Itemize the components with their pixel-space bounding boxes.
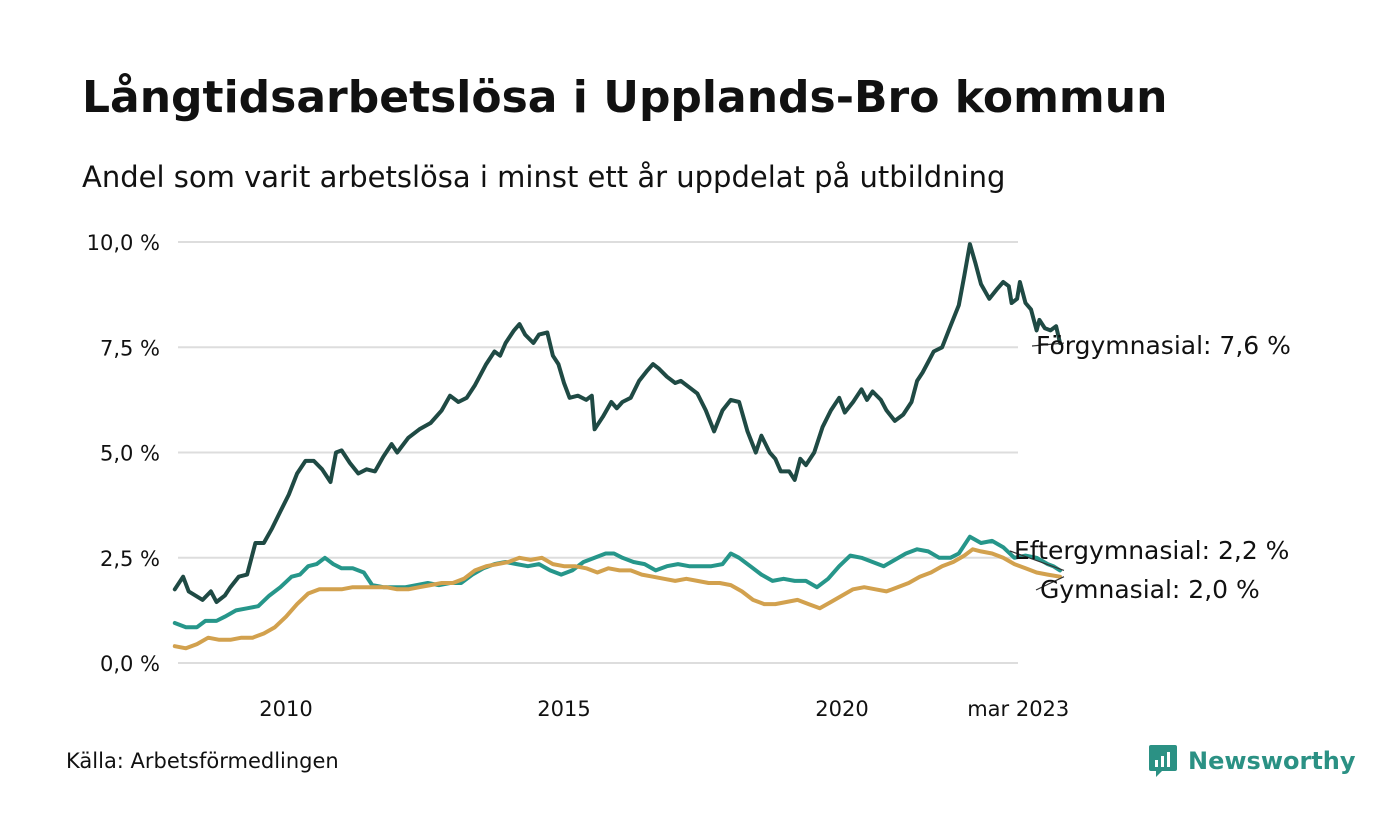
series-line-förgymnasial xyxy=(172,242,1062,604)
x-axis: 2010 2015 2020 mar 2023 xyxy=(259,697,1069,721)
source-note: Källa: Arbetsförmedlingen xyxy=(66,749,339,773)
brand-name: Newsworthy xyxy=(1188,747,1356,775)
y-axis: 0,0 % 2,5 % 5,0 % 7,5 % 10,0 % xyxy=(87,231,160,676)
series-lines xyxy=(172,242,1062,651)
x-tick-label: 2020 xyxy=(815,697,868,721)
y-tick-label: 0,0 % xyxy=(100,652,160,676)
label-leader-line xyxy=(1035,576,1065,591)
y-tick-label: 2,5 % xyxy=(100,547,160,571)
label-leader-line xyxy=(1009,550,1065,571)
series-end-labels: Förgymnasial: 7,6 % Eftergymnasial: 2,2 %… xyxy=(1009,331,1291,604)
series-line-eftergymnasial xyxy=(172,534,1062,630)
end-label-eftergymnasial: Eftergymnasial: 2,2 % xyxy=(1014,536,1289,565)
brand-logo: Newsworthy xyxy=(1148,744,1356,778)
newsworthy-logo-icon xyxy=(1149,745,1177,777)
y-tick-label: 5,0 % xyxy=(100,442,160,466)
x-tick-label: mar 2023 xyxy=(967,697,1069,721)
label-leader-line xyxy=(1031,342,1065,347)
series-line-gymnasial xyxy=(172,547,1062,651)
chart-subtitle: Andel som varit arbetslösa i minst ett å… xyxy=(82,160,1006,194)
y-tick-label: 10,0 % xyxy=(87,231,160,255)
end-label-gymnasial: Gymnasial: 2,0 % xyxy=(1040,575,1260,604)
end-label-förgymnasial: Förgymnasial: 7,6 % xyxy=(1036,331,1291,360)
grid-lines xyxy=(178,241,1018,664)
x-tick-label: 2015 xyxy=(537,697,590,721)
chart-title: Långtidsarbetslösa i Upplands-Bro kommun xyxy=(82,72,1168,123)
y-tick-label: 7,5 % xyxy=(100,336,160,360)
x-tick-label: 2010 xyxy=(259,697,312,721)
